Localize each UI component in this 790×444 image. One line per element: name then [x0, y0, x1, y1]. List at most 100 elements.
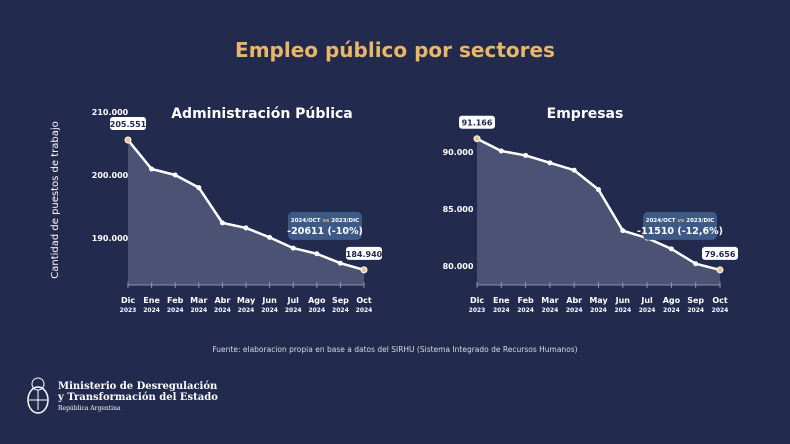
source-note: Fuente: elaboracion propia en base a dat… [212, 345, 578, 354]
x-tick-year: 2024 [167, 307, 184, 314]
data-point [360, 266, 368, 274]
x-tick-month: Jul [640, 296, 653, 305]
x-tick-year: 2024 [356, 307, 373, 314]
x-tick-year: 2024 [614, 307, 631, 314]
callout-value: -20611 (-10%) [287, 226, 363, 237]
x-tick-year: 2024 [687, 307, 704, 314]
value-label-box [702, 246, 738, 260]
value-label-box [346, 246, 382, 260]
value-label: 184.940 [346, 250, 383, 259]
change-callout [288, 211, 362, 240]
y-tick-label: 200.000 [92, 171, 129, 180]
ministry-name: Ministerio de Desregulación y Transforma… [58, 381, 218, 414]
x-tick-month: Jun [615, 296, 631, 305]
data-point [716, 266, 724, 274]
x-tick-month: Sep [687, 296, 704, 305]
data-point [498, 148, 504, 154]
x-tick-month: Oct [356, 296, 372, 305]
x-tick-month: May [237, 296, 256, 305]
data-point [172, 172, 178, 178]
x-tick-month: Ago [308, 296, 326, 305]
x-tick-month: Mar [541, 296, 558, 305]
chart-title: Empresas [547, 106, 624, 122]
ministry-line1: Ministerio de Desregulación [58, 380, 218, 392]
y-tick-label: 80.000 [443, 262, 474, 271]
y-tick-label: 85.000 [443, 205, 474, 214]
callout-heading: 2024/OCT vs 2023/DIC [291, 218, 359, 224]
value-label-box [110, 117, 146, 131]
chart-1: Empresas 80.000 85.000 90.000 Dic 2023 Ene 2024… [443, 106, 738, 314]
data-point [124, 136, 132, 144]
value-label-box [459, 115, 495, 129]
data-point [337, 260, 343, 266]
x-tick-month: May [589, 296, 608, 305]
x-tick-month: Jul [286, 296, 299, 305]
footer-logo: Ministerio de Desregulación y Transforma… [24, 376, 218, 418]
data-point [596, 187, 601, 193]
x-tick-year: 2024 [663, 307, 680, 314]
value-label: 79.656 [705, 250, 736, 259]
x-tick-year: 2024 [285, 307, 302, 314]
chart-title: Administración Pública [171, 106, 353, 122]
data-point [620, 228, 626, 234]
change-callout [643, 211, 717, 240]
x-tick-year: 2024 [517, 307, 534, 314]
y-tick-label: 90.000 [443, 148, 474, 157]
y-tick-label: 190.000 [92, 234, 129, 243]
x-tick-month: Dic [121, 296, 135, 305]
x-tick-year: 2024 [493, 307, 510, 314]
x-tick-year: 2024 [639, 307, 656, 314]
data-point [473, 135, 481, 143]
x-tick-month: Sep [332, 296, 349, 305]
callout-heading: 2024/OCT vs 2023/DIC [646, 218, 714, 224]
x-tick-month: Ago [663, 296, 681, 305]
country-name: República Argentina [58, 404, 121, 412]
data-point [547, 160, 553, 166]
x-tick-month: Ene [143, 296, 160, 305]
x-tick-year: 2024 [308, 307, 325, 314]
data-point [693, 261, 699, 267]
x-tick-year: 2024 [542, 307, 559, 314]
x-tick-month: Oct [712, 296, 728, 305]
coat-of-arms-icon [27, 377, 49, 414]
x-tick-month: Jun [261, 296, 277, 305]
data-point [290, 245, 296, 251]
y-tick-label: 210.000 [92, 108, 129, 117]
x-tick-month: Mar [190, 296, 207, 305]
value-label: 205.551 [110, 120, 147, 129]
value-label: 91.166 [462, 119, 493, 128]
ministry-line2: y Transformación del Estado [58, 391, 218, 403]
x-tick-year: 2024 [214, 307, 231, 314]
data-point [196, 185, 202, 191]
x-tick-year: 2024 [190, 307, 207, 314]
x-tick-year: 2024 [332, 307, 349, 314]
area-fill [477, 138, 720, 285]
data-point [219, 220, 225, 226]
x-tick-month: Abr [214, 296, 230, 305]
x-tick-month: Ene [493, 296, 510, 305]
x-tick-year: 2024 [566, 307, 583, 314]
x-tick-year: 2023 [120, 307, 137, 314]
main-title: Empleo público por sectores [235, 38, 555, 62]
data-point [668, 246, 674, 252]
data-point [267, 234, 273, 240]
y-axis-label: Cantidad de puestos de trabajo [50, 121, 61, 279]
data-point [523, 152, 529, 158]
chart-0: Administración Pública Cantidad de puesto… [50, 106, 383, 314]
data-point [571, 167, 577, 173]
data-point [243, 225, 249, 231]
x-tick-month: Feb [167, 296, 184, 305]
x-tick-year: 2024 [143, 307, 160, 314]
x-tick-month: Abr [566, 296, 582, 305]
x-tick-year: 2024 [261, 307, 278, 314]
data-point [314, 251, 320, 257]
x-tick-year: 2024 [238, 307, 255, 314]
x-tick-month: Dic [470, 296, 484, 305]
area-fill [128, 140, 364, 285]
x-tick-year: 2023 [469, 307, 486, 314]
data-point [149, 166, 155, 172]
callout-value: -11510 (-12,6%) [637, 226, 723, 237]
x-tick-year: 2024 [590, 307, 607, 314]
